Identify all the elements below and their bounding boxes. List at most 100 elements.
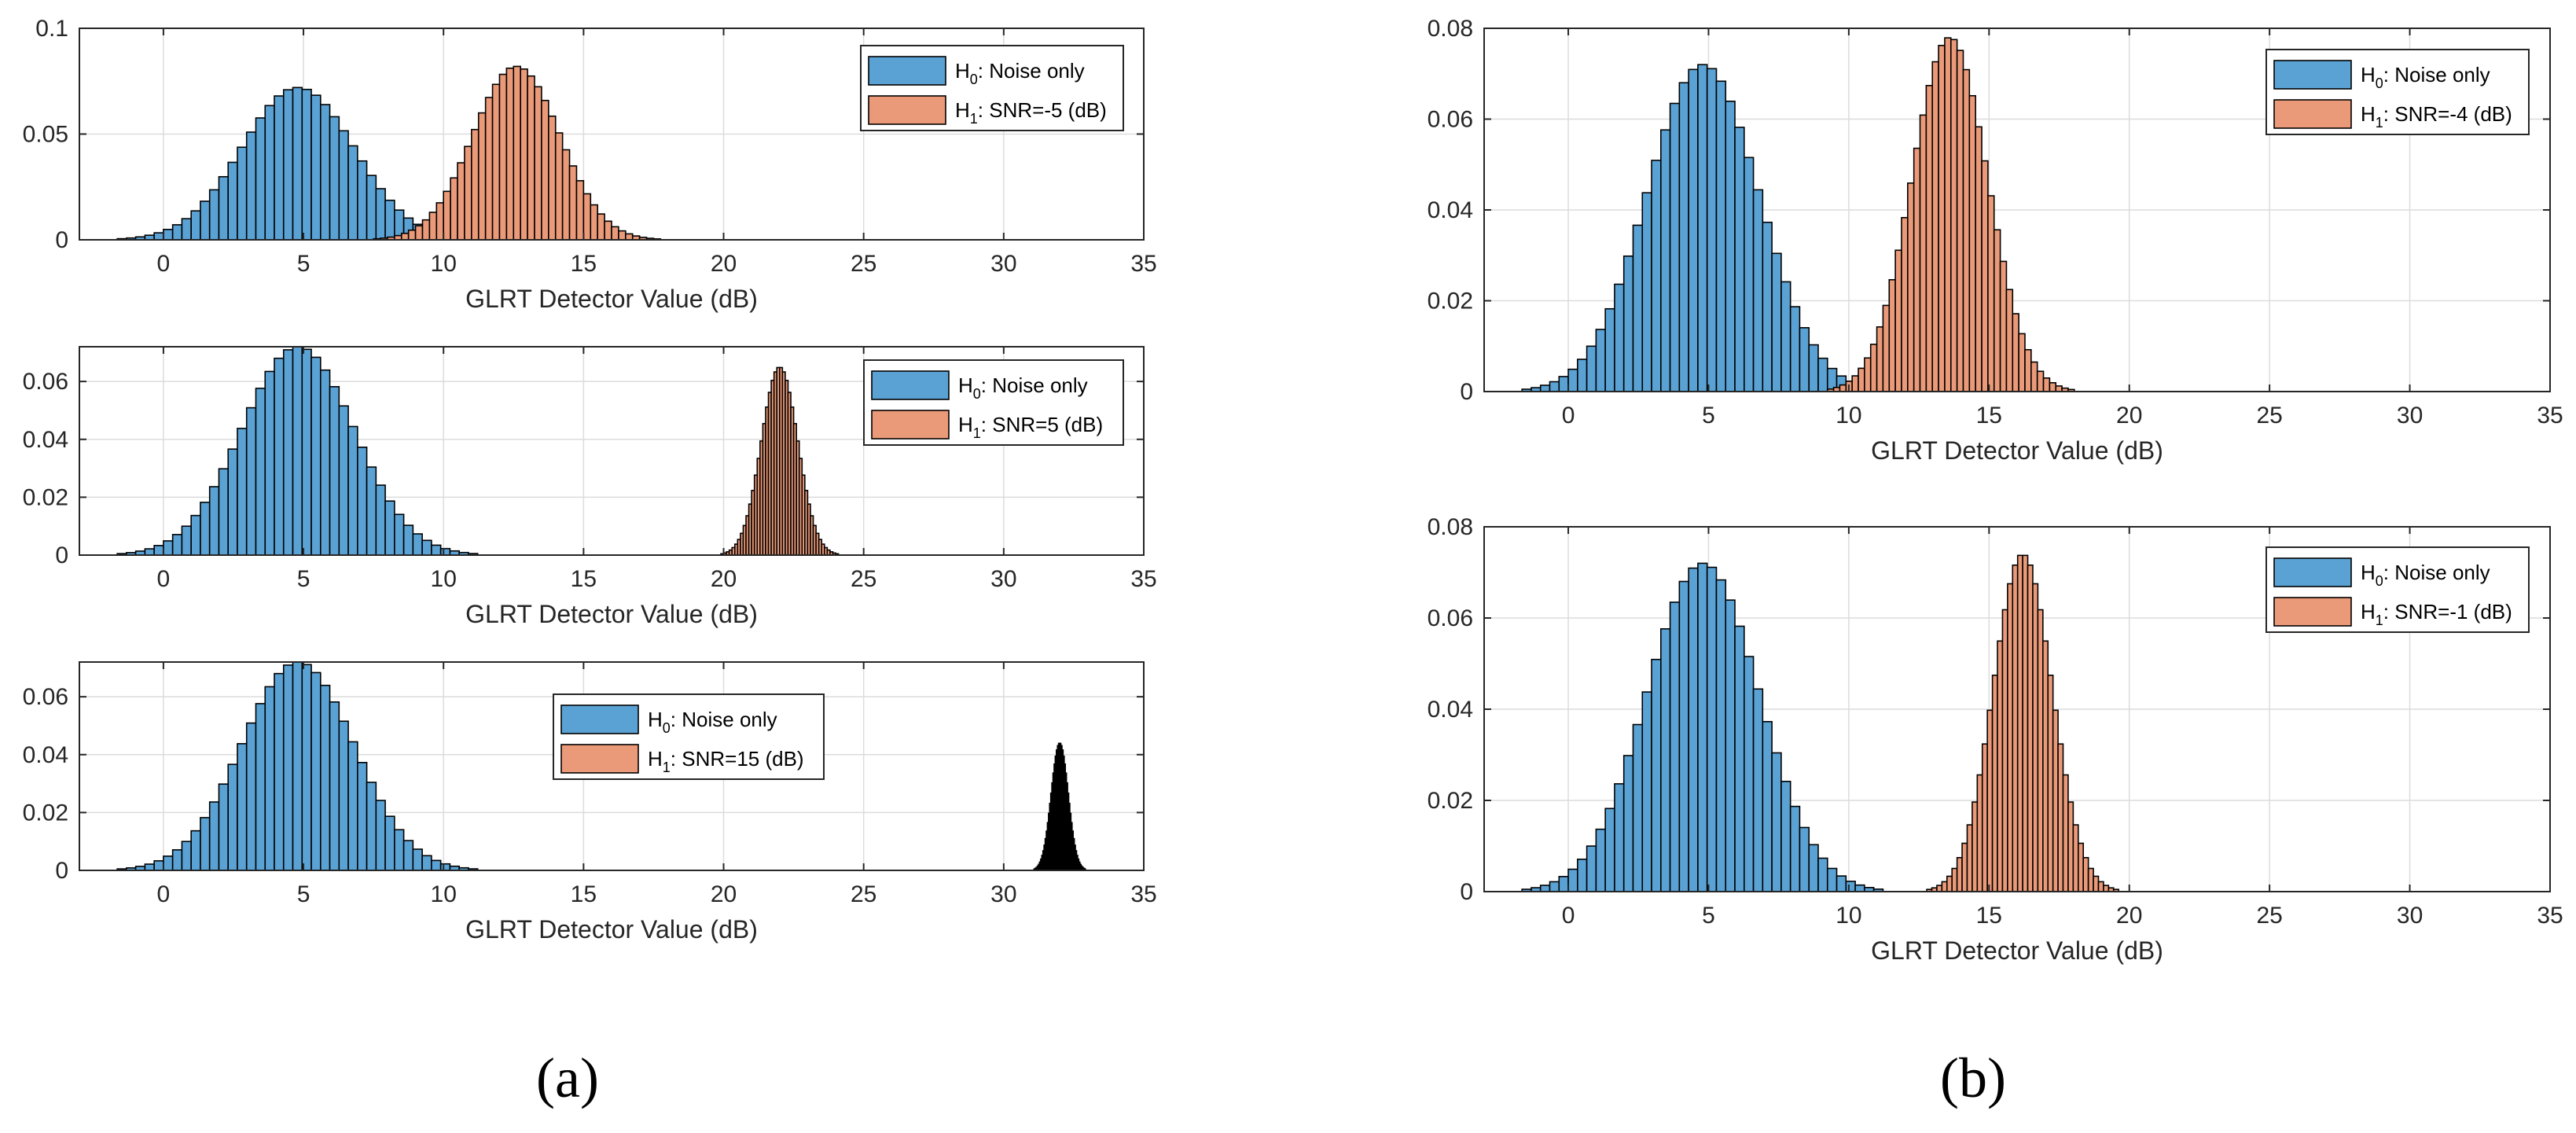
bar — [347, 741, 358, 871]
bar — [384, 815, 395, 871]
bar — [181, 841, 192, 871]
bar — [2087, 867, 2094, 892]
bar — [2097, 881, 2104, 892]
bar — [450, 177, 458, 241]
bar — [1734, 127, 1745, 392]
bar — [171, 534, 183, 556]
bar — [1771, 252, 1782, 392]
bar — [311, 356, 322, 556]
series-h0 — [1521, 64, 1884, 392]
bar — [153, 232, 164, 241]
bar — [1586, 845, 1597, 892]
axes-frame — [79, 661, 1145, 871]
bar — [264, 686, 275, 871]
legend-swatch-h1 — [871, 410, 950, 440]
bar — [1836, 875, 1847, 892]
bar — [1688, 68, 1699, 392]
bar — [1734, 625, 1745, 892]
bar — [1944, 37, 1952, 392]
bar — [2001, 609, 2008, 892]
bar — [2032, 583, 2039, 892]
legend-label-h0: H0: Noise only — [955, 59, 1085, 87]
bar — [1688, 567, 1699, 892]
x-tick-label: 0 — [157, 251, 171, 277]
bar — [1743, 656, 1755, 892]
bar — [439, 547, 451, 556]
bar — [1869, 344, 1878, 392]
bar — [245, 406, 257, 556]
bar — [1549, 381, 1560, 392]
bar — [347, 425, 358, 556]
y-tick-label: 0.06 — [23, 684, 68, 710]
bar — [2042, 377, 2051, 392]
bar — [375, 484, 386, 556]
bar — [1987, 195, 1995, 392]
series-h0 — [1521, 562, 1884, 892]
x-tick-label: 35 — [1130, 881, 1156, 907]
x-tick-label: 5 — [1702, 403, 1715, 429]
x-tick-label: 35 — [2537, 903, 2563, 929]
legend-swatch-h0 — [2273, 60, 2352, 90]
bar — [1799, 826, 1810, 892]
bar — [1961, 842, 1968, 892]
legend-swatch-h1 — [868, 95, 946, 125]
bar — [1976, 774, 1983, 892]
bar — [554, 132, 564, 241]
bar — [1826, 867, 1838, 892]
bar — [1567, 368, 1578, 392]
bar — [1678, 580, 1689, 892]
bar — [457, 162, 465, 241]
bar — [1641, 691, 1652, 892]
y-tick-label: 0.04 — [1428, 697, 1473, 723]
bar — [582, 193, 592, 241]
bar — [1752, 688, 1764, 892]
bar — [2077, 842, 2085, 892]
bar — [421, 539, 432, 556]
bar — [400, 232, 410, 241]
bar — [611, 226, 619, 241]
x-tick-label: 5 — [297, 566, 311, 592]
bar — [1577, 359, 1588, 392]
y-tick-label: 0.02 — [23, 484, 68, 510]
bar — [1858, 367, 1865, 392]
bar — [575, 180, 585, 241]
bar — [292, 346, 303, 556]
x-tick-label: 10 — [431, 251, 457, 277]
bar — [1949, 39, 1958, 392]
bar — [477, 112, 487, 241]
bar — [319, 104, 331, 241]
x-tick-label: 25 — [851, 566, 876, 592]
x-tick-label: 10 — [1836, 903, 1861, 929]
bar — [2047, 675, 2054, 892]
x-axis-label: GLRT Detector Value (dB) — [465, 600, 758, 628]
bar — [1706, 566, 1718, 892]
bar — [1975, 126, 1983, 392]
bar — [505, 67, 515, 241]
bar — [1567, 868, 1578, 892]
bar — [181, 525, 192, 556]
bar — [301, 664, 312, 871]
x-tick-label: 5 — [1702, 903, 1715, 929]
legend-swatch-h0 — [871, 370, 950, 400]
y-tick-label: 0.08 — [1428, 16, 1473, 42]
x-axis-label: GLRT Detector Value (dB) — [465, 915, 758, 944]
bar — [2005, 289, 2014, 392]
bar — [1614, 283, 1625, 392]
chart-a1: 0 5 10 15 20 25 30 35 0 0.05 0.1 GLRT Detector Valu… — [23, 16, 1157, 313]
y-tick-label: 0.08 — [1428, 514, 1473, 540]
bar — [2093, 875, 2100, 892]
bar — [338, 720, 349, 871]
x-tick-label: 25 — [851, 881, 876, 907]
bar — [357, 160, 368, 241]
x-tick-label: 0 — [1562, 903, 1575, 929]
bar — [1651, 658, 1662, 892]
bar — [471, 128, 480, 241]
bar — [274, 95, 285, 241]
bar — [2024, 348, 2032, 392]
y-tick-label: 0.05 — [23, 122, 68, 148]
bar — [329, 386, 340, 556]
x-tick-label: 25 — [2256, 903, 2282, 929]
bar — [1789, 306, 1801, 392]
x-tick-label: 15 — [571, 881, 597, 907]
